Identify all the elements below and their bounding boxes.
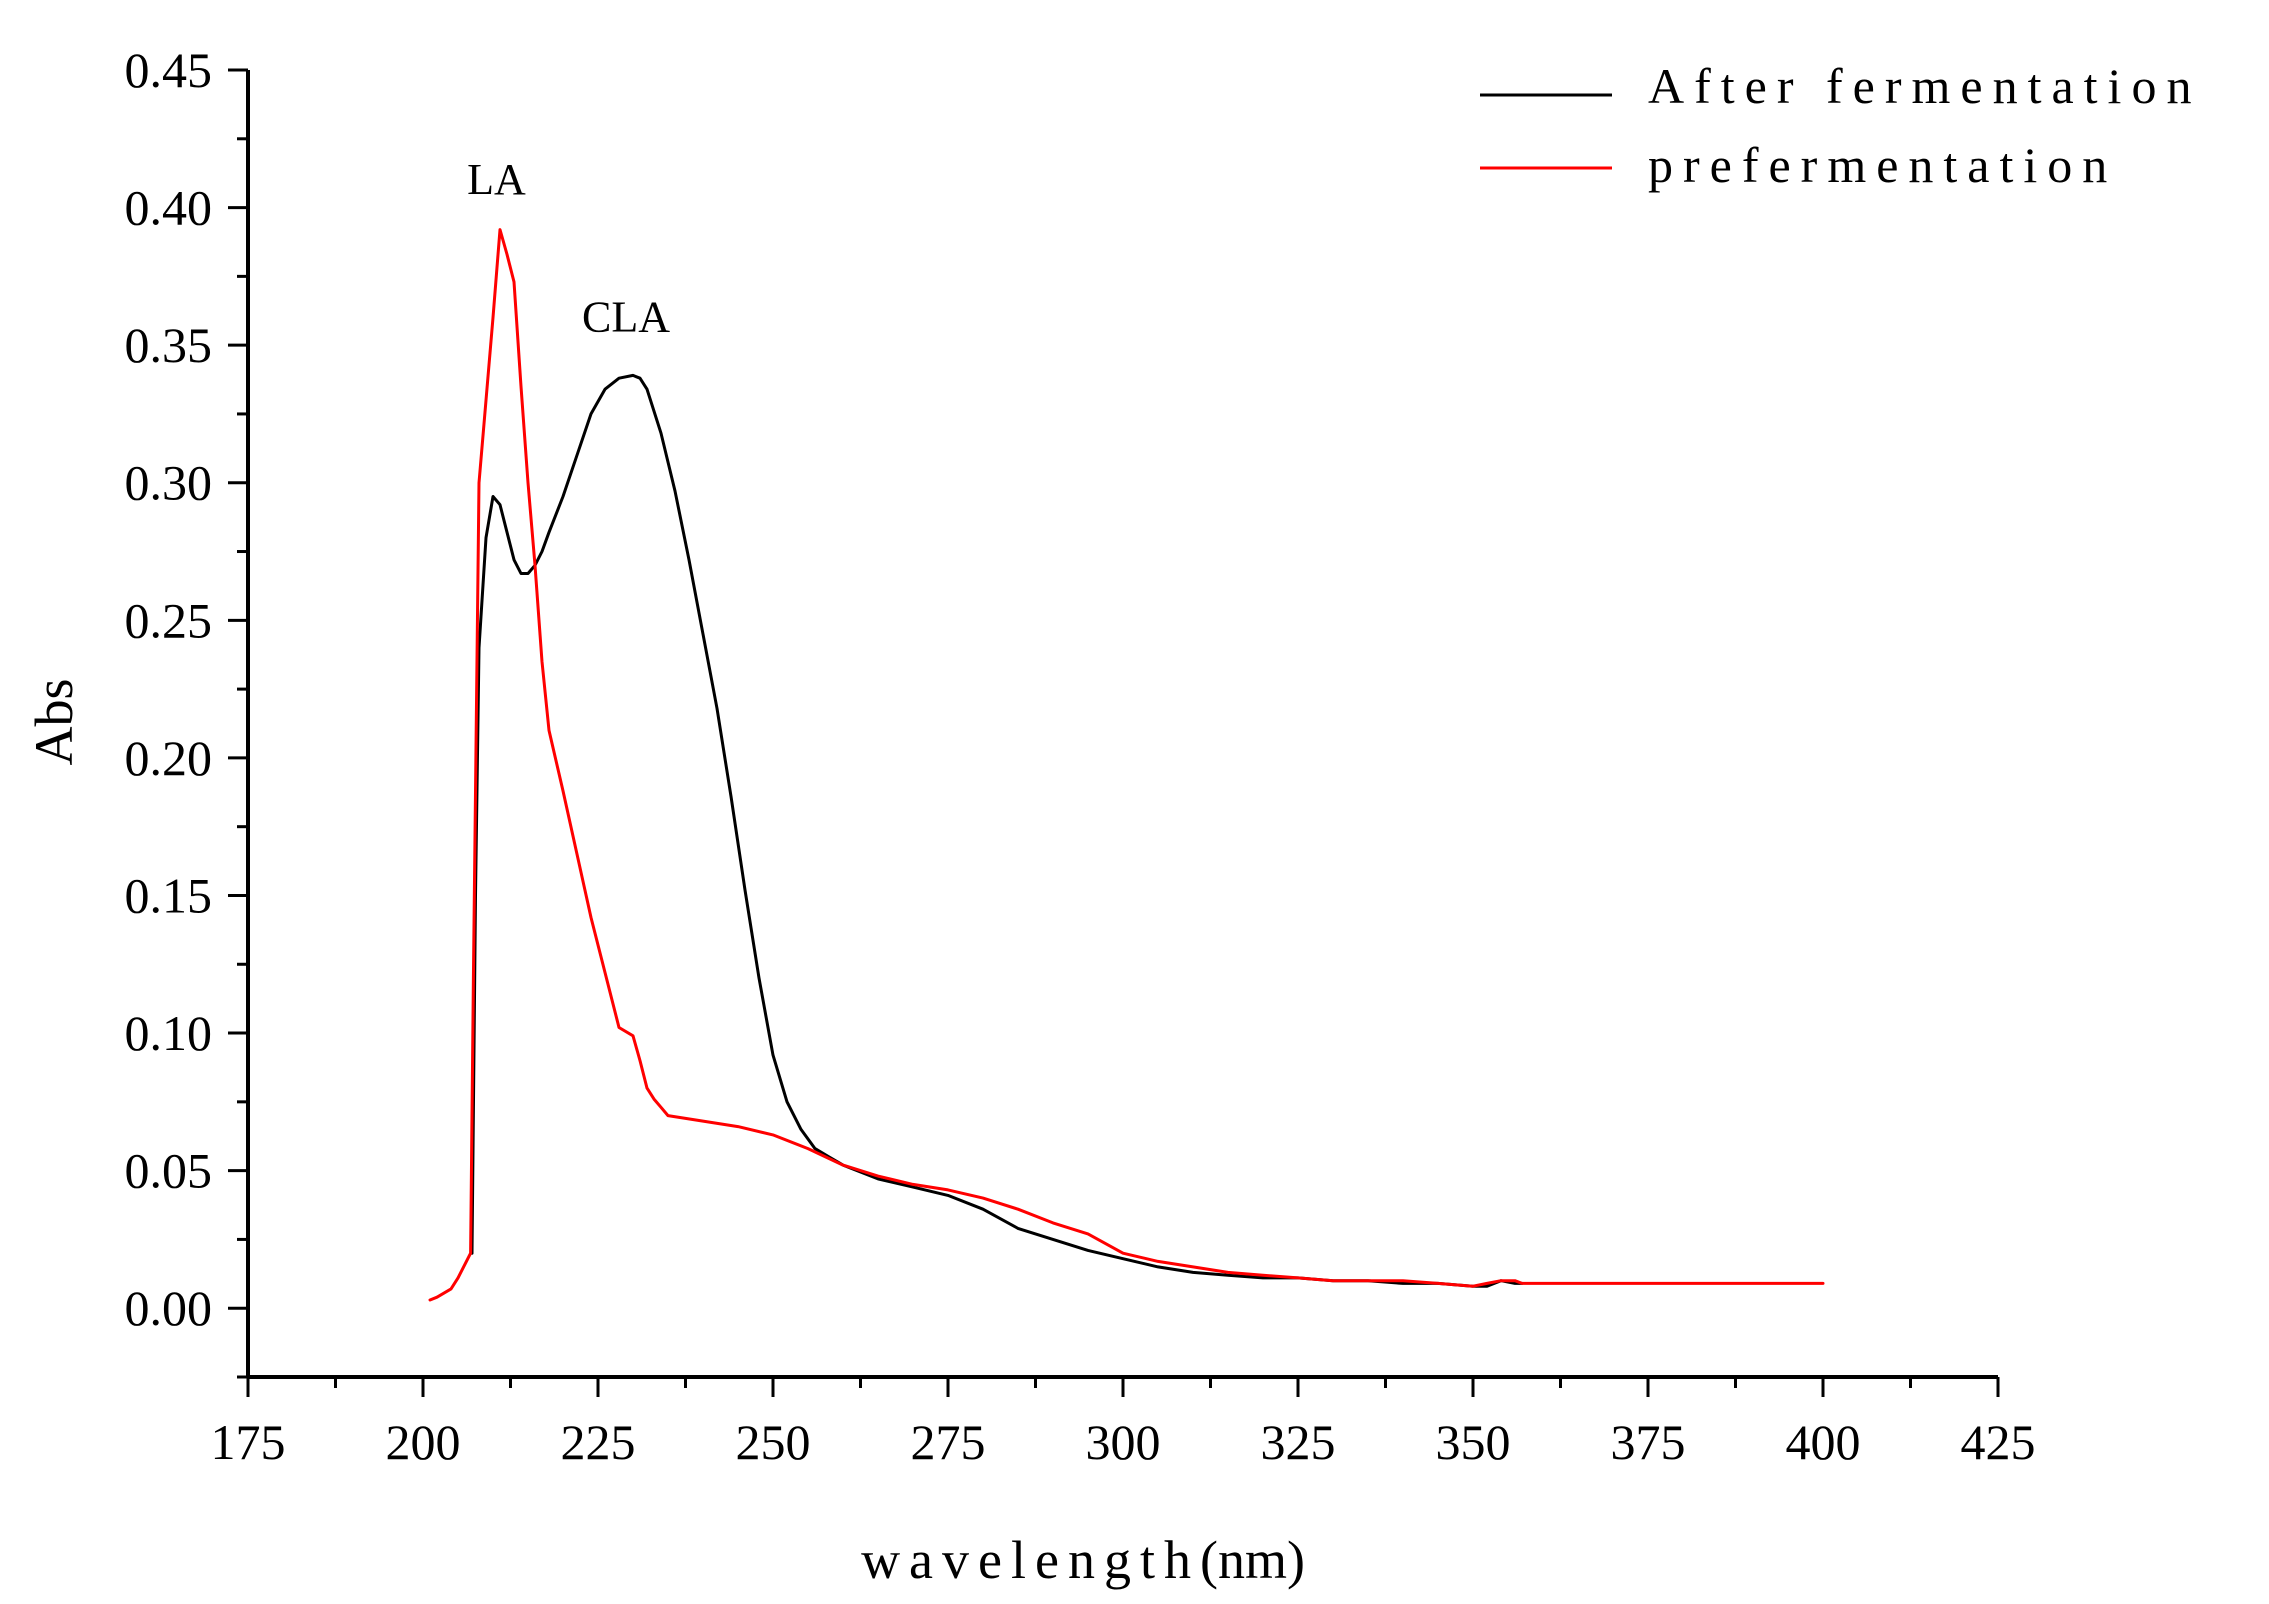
x-axis-title: wavelength(nm) bbox=[861, 1530, 1305, 1590]
y-tick-label: 0.30 bbox=[125, 455, 213, 511]
legend: After fermentation prefermentation bbox=[1480, 58, 2201, 193]
y-tick-label: 0.25 bbox=[125, 592, 213, 648]
x-tick-label: 400 bbox=[1786, 1414, 1861, 1470]
y-tick-label: 0.10 bbox=[125, 1005, 213, 1061]
y-tick-label: 0.05 bbox=[125, 1143, 213, 1199]
y-tick-label: 0.35 bbox=[125, 317, 213, 373]
series-line-prefermentation bbox=[428, 228, 1825, 1302]
x-tick-label: 250 bbox=[736, 1414, 811, 1470]
x-tick-label: 200 bbox=[386, 1414, 461, 1470]
x-tick-label: 425 bbox=[1961, 1414, 2036, 1470]
y-tick-label: 0.15 bbox=[125, 867, 213, 923]
y-tick-label: 0.20 bbox=[125, 730, 213, 786]
series-line-after-fermentation bbox=[470, 373, 1524, 1288]
y-axis-title: Abs bbox=[24, 678, 84, 765]
annotation-la: LA bbox=[467, 155, 526, 204]
x-tick-label: 275 bbox=[911, 1414, 986, 1470]
x-axis-title-word: wavelength bbox=[861, 1530, 1200, 1590]
y-tick-label: 0.00 bbox=[125, 1280, 213, 1336]
x-axis-title-unit: (nm) bbox=[1200, 1530, 1305, 1590]
x-tick-label: 225 bbox=[561, 1414, 636, 1470]
y-ticks: 0.00 0.05 0.10 0.15 0.20 0.25 0.30 0.35 0.40 0.45 bbox=[125, 42, 248, 1379]
series-layer bbox=[428, 228, 1825, 1302]
y-tick-label: 0.40 bbox=[125, 180, 213, 236]
x-tick-label: 350 bbox=[1436, 1414, 1511, 1470]
legend-label-after-fermentation: After fermentation bbox=[1648, 58, 2201, 114]
x-tick-label: 375 bbox=[1611, 1414, 1686, 1470]
x-tick-label: 175 bbox=[211, 1414, 286, 1470]
x-tick-label: 325 bbox=[1261, 1414, 1336, 1470]
x-tick-label: 300 bbox=[1086, 1414, 1161, 1470]
legend-label-prefermentation: prefermentation bbox=[1648, 137, 2117, 193]
x-ticks: 175 200 225 250 275 300 325 350 375 400 425 bbox=[211, 1377, 2036, 1470]
y-tick-label: 0.45 bbox=[125, 42, 213, 98]
annotation-cla: CLA bbox=[582, 292, 670, 341]
